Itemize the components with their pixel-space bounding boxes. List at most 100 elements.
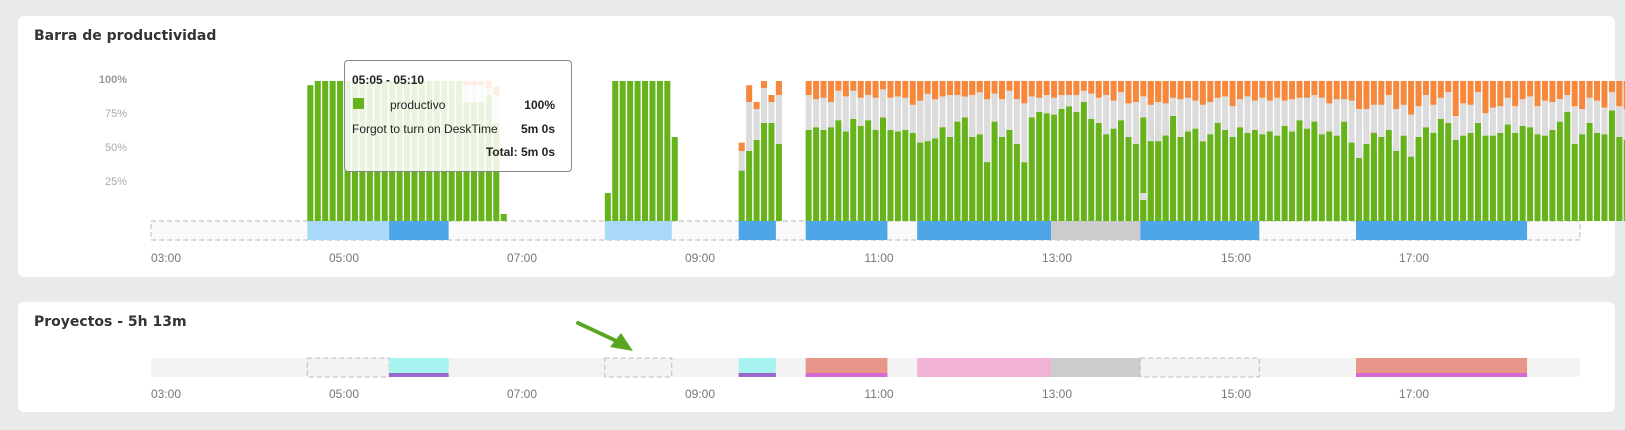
neutral-bar-segment: [1229, 106, 1236, 137]
productive-bar-segment: [1497, 132, 1504, 221]
neutral-bar-segment: [761, 88, 768, 123]
neutral-bar-segment: [1489, 107, 1496, 136]
unproductive-bar-segment: [1571, 81, 1578, 107]
productive-bar-segment: [1370, 132, 1377, 221]
productive-bar-segment: [917, 142, 924, 221]
unproductive-bar-segment: [924, 81, 931, 94]
neutral-bar-segment: [1110, 100, 1117, 129]
unproductive-bar-segment: [999, 81, 1006, 100]
neutral-bar-segment: [1348, 100, 1355, 143]
activity-timeline: [307, 221, 1528, 240]
unproductive-bar-segment: [1274, 81, 1281, 98]
unproductive-bar-segment: [1207, 81, 1214, 102]
unproductive-bar-segment: [946, 81, 953, 95]
project-segment: [738, 358, 776, 373]
neutral-bar-segment: [1363, 109, 1370, 144]
unproductive-bar-segment: [872, 81, 879, 98]
productive-bar-segment: [1415, 137, 1422, 221]
neutral-bar-segment: [1318, 97, 1325, 135]
productive-bar-segment: [775, 144, 782, 221]
neutral-bar-segment: [1207, 102, 1214, 135]
unproductive-bar-segment: [1140, 81, 1147, 97]
productive-bar-segment: [1608, 110, 1615, 221]
unproductive-bar-segment: [1036, 81, 1043, 98]
productive-bar-segment: [1073, 111, 1080, 221]
unproductive-bar-segment: [827, 81, 834, 102]
unproductive-bar-segment: [805, 81, 812, 95]
productive-bar-segment: [1155, 141, 1162, 221]
unproductive-bar-segment: [1437, 81, 1444, 98]
unproductive-bar-segment: [1363, 81, 1370, 109]
unproductive-bar-segment: [880, 81, 887, 90]
unproductive-bar-segment: [1147, 81, 1154, 105]
productive-bar-segment: [1214, 123, 1221, 221]
productive-bar-segment: [1080, 102, 1087, 221]
productive-bar-segment: [1341, 121, 1348, 221]
unproductive-bar-segment: [768, 95, 775, 102]
neutral-bar-segment: [1341, 99, 1348, 122]
productive-bar-segment: [902, 130, 909, 221]
productive-bar-segment: [1043, 113, 1050, 221]
neutral-bar-segment: [1289, 99, 1296, 132]
unproductive-bar-segment: [1504, 81, 1511, 98]
productive-bar-segment: [1244, 132, 1251, 221]
x-tick: 13:00: [1042, 387, 1072, 401]
neutral-bar-segment: [1103, 95, 1110, 135]
productive-bar-segment: [946, 137, 953, 221]
unproductive-bar-segment: [1482, 81, 1489, 114]
unproductive-bar-segment: [1132, 81, 1139, 102]
productive-bar-segment: [1140, 117, 1147, 221]
unproductive-bar-segment: [1155, 81, 1162, 102]
productive-bar-segment: [991, 121, 998, 221]
productive-bar-segment: [307, 85, 314, 221]
productive-bar-segment: [1132, 144, 1139, 221]
unproductive-bar-segment: [1118, 81, 1125, 93]
productive-bar-segment: [612, 81, 619, 221]
neutral-bar-segment: [1125, 103, 1132, 137]
productive-bar-segment: [1259, 134, 1266, 221]
unproductive-bar-segment: [1415, 81, 1422, 107]
productive-bar-segment: [1616, 137, 1623, 221]
productive-bar-segment: [1385, 130, 1392, 221]
unproductive-bar-segment: [1229, 81, 1236, 107]
unproductive-bar-segment: [894, 81, 901, 97]
unproductive-bar-segment: [813, 81, 820, 100]
unproductive-bar-segment: [1244, 81, 1251, 97]
neutral-bar-segment: [1594, 100, 1601, 133]
tooltip-category-percent: 100%: [524, 98, 555, 112]
productive-bar-segment: [642, 81, 649, 221]
neutral-bar-segment: [1608, 92, 1615, 111]
tooltip-note-label: Forgot to turn on DeskTime: [352, 122, 498, 136]
unproductive-bar-segment: [1251, 81, 1258, 101]
productive-bar-segment: [1140, 200, 1147, 221]
neutral-bar-segment: [1311, 95, 1318, 122]
neutral-bar-segment: [1043, 95, 1050, 114]
project-segment: [805, 358, 888, 373]
productive-bar-segment: [619, 81, 626, 221]
unproductive-bar-segment: [1519, 81, 1526, 100]
neutral-bar-segment: [1556, 99, 1563, 122]
x-tick: 05:00: [329, 387, 359, 401]
neutral-bar-segment: [842, 96, 849, 132]
activity-segment: [1140, 221, 1260, 240]
neutral-bar-segment: [999, 99, 1006, 137]
productive-bar-segment: [1021, 162, 1028, 221]
neutral-bar-segment: [1170, 97, 1177, 116]
unproductive-bar-segment: [1125, 81, 1132, 104]
neutral-bar-segment: [1586, 97, 1593, 123]
activity-segment: [389, 221, 449, 240]
productive-bar-segment: [1527, 127, 1534, 221]
y-tick: 100%: [99, 74, 127, 86]
unproductive-bar-segment: [1266, 81, 1273, 101]
productive-bar-segment: [1192, 128, 1199, 221]
neutral-bar-segment: [1162, 103, 1169, 136]
unproductive-bar-segment: [1051, 81, 1058, 98]
neutral-bar-segment: [1564, 95, 1571, 112]
neutral-bar-segment: [1512, 106, 1519, 133]
productive-bar-segment: [857, 125, 864, 221]
productive-bar-segment: [1549, 130, 1556, 221]
neutral-bar-segment: [1013, 99, 1020, 144]
y-axis: 100% 75% 50% 25%: [99, 74, 127, 188]
neutral-bar-segment: [909, 104, 916, 133]
productive-bar-segment: [1541, 135, 1548, 221]
